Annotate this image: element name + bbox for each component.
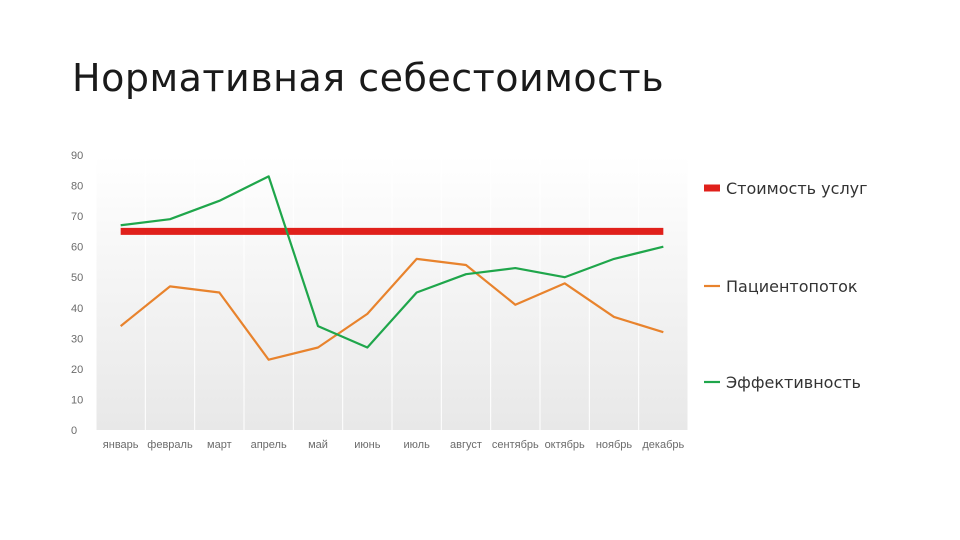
y-tick-label: 10 [71, 394, 83, 406]
x-axis-ticks: январь февраль март апрель май июнь июль август… [103, 439, 685, 451]
x-tick-label: февраль [147, 439, 193, 451]
x-tick-label: сентябрь [492, 439, 539, 451]
x-tick-label: декабрь [642, 439, 684, 451]
grid-lines [95, 155, 689, 430]
series-line-2 [119, 257, 664, 361]
x-tick-label: ноябрь [596, 439, 633, 451]
series-lines [119, 175, 664, 361]
legend-label: Пациентопоток [726, 277, 858, 296]
y-tick-label: 40 [71, 303, 83, 315]
legend: Стоимость услуг Пациентопоток Эффективност… [704, 179, 868, 392]
x-tick-label: июнь [354, 439, 380, 451]
x-tick-label: август [450, 439, 482, 451]
slide-title: Нормативная себестоимость [72, 56, 665, 100]
y-tick-label: 60 [71, 242, 83, 254]
y-tick-label: 30 [71, 333, 83, 345]
y-tick-label: 70 [71, 211, 83, 223]
y-tick-label: 50 [71, 272, 83, 284]
legend-label: Эффективность [726, 373, 861, 392]
x-tick-label: май [308, 439, 328, 451]
y-tick-label: 80 [71, 181, 83, 193]
y-axis-ticks: 0 10 20 30 40 50 60 70 80 90 [71, 150, 83, 437]
x-tick-label: январь [103, 439, 139, 451]
x-tick-label: октябрь [545, 439, 585, 451]
y-tick-label: 20 [71, 364, 83, 376]
y-tick-label: 90 [71, 150, 83, 162]
y-tick-label: 0 [71, 425, 77, 437]
series-line-3 [120, 175, 664, 349]
x-tick-label: апрель [251, 439, 287, 451]
x-tick-label: март [207, 439, 232, 451]
x-tick-label: июль [404, 439, 431, 451]
legend-label: Стоимость услуг [726, 179, 868, 198]
